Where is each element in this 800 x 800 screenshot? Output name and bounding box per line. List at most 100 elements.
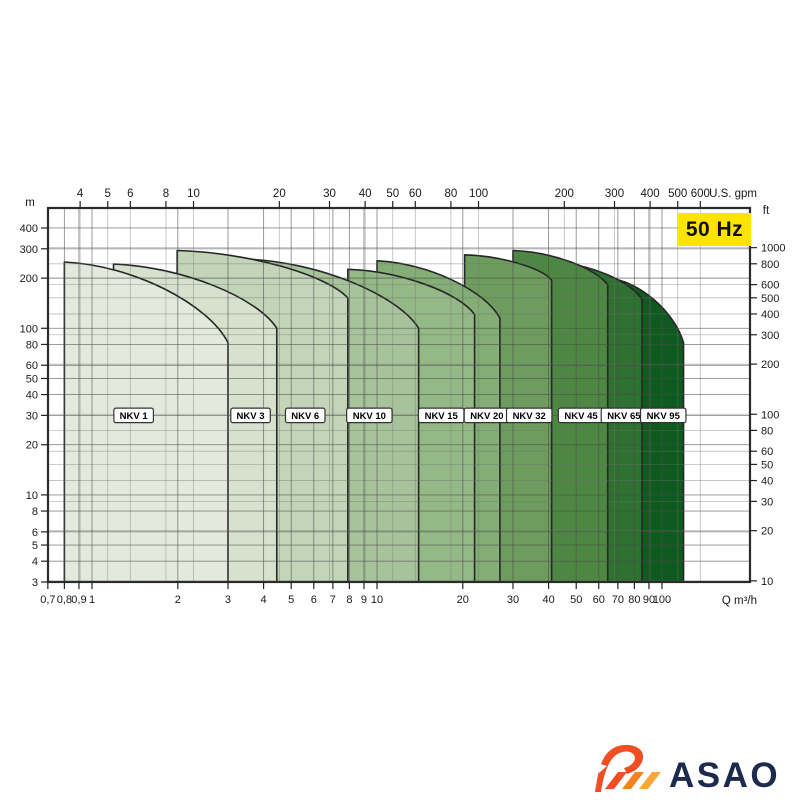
- tick-label: 200: [20, 273, 38, 285]
- tick-label: 500: [668, 188, 687, 200]
- tick-label: 400: [641, 188, 660, 200]
- tick-label: 80: [628, 594, 640, 606]
- tick-label: 100: [653, 594, 671, 606]
- pump-label-nkv-95: NKV 95: [647, 411, 681, 422]
- tick-label: 1000: [761, 243, 785, 255]
- tick-label: 6: [311, 594, 317, 606]
- tick-label: 100: [761, 409, 779, 421]
- tick-label: 500: [761, 293, 779, 305]
- tick-label: 300: [761, 330, 779, 342]
- tick-label: 400: [20, 223, 38, 235]
- left-axis-unit: m: [25, 197, 35, 209]
- tick-label: 2: [175, 594, 181, 606]
- tick-label: 50: [26, 373, 38, 385]
- tick-label: 200: [761, 359, 779, 371]
- tick-label: 4: [32, 556, 38, 568]
- tick-label: 4: [261, 594, 267, 606]
- tick-label: 50: [386, 188, 399, 200]
- tick-label: 30: [761, 496, 773, 508]
- pump-label-box: [230, 407, 271, 424]
- pump-label-nkv-10: NKV 10: [353, 411, 386, 422]
- tick-label: 10: [187, 188, 200, 200]
- tick-label: 40: [761, 476, 773, 488]
- tick-label: 100: [20, 323, 38, 335]
- tick-label: 10: [371, 594, 383, 606]
- pump-label-nkv-20: NKV 20: [470, 411, 503, 422]
- pump-label-nkv-32: NKV 32: [513, 411, 546, 422]
- tick-label: 30: [26, 410, 38, 422]
- logo-wordmark: ASAO: [669, 756, 781, 795]
- tick-label: 90: [643, 594, 655, 606]
- tick-label: 8: [163, 188, 169, 200]
- tick-label: 60: [761, 446, 773, 458]
- tick-label: 10: [761, 576, 773, 588]
- pump-label-nkv-45: NKV 45: [564, 411, 598, 422]
- tick-label: 5: [105, 188, 111, 200]
- pump-label-box: [505, 407, 553, 424]
- bottom-axis-unit: Q m³/h: [722, 595, 757, 607]
- tick-label: 10: [26, 490, 38, 502]
- pump-label-box: [346, 407, 393, 424]
- tick-label: 8: [32, 506, 38, 518]
- pump-label-nkv-3: NKV 3: [237, 411, 265, 422]
- pump-label-nkv-1: NKV 1: [120, 411, 149, 422]
- frequency-badge-label: 50 Hz: [685, 217, 744, 241]
- tick-label: 100: [469, 188, 488, 200]
- tick-label: 8: [346, 594, 352, 606]
- top-axis-unit: U.S. gpm: [709, 188, 757, 200]
- tick-label: 600: [761, 280, 779, 292]
- tick-label: 1: [89, 594, 95, 606]
- tick-label: 50: [761, 459, 773, 471]
- tick-label: 60: [409, 188, 422, 200]
- tick-label: 60: [593, 594, 605, 606]
- pump-label-box: [639, 407, 687, 424]
- tick-label: 3: [32, 577, 38, 589]
- axis-labels: 4 5 6 8 10 20 30 40 50 60 80 100 200 300 400 500 600 U.S.…: [20, 188, 786, 607]
- tick-label: 5: [32, 540, 38, 552]
- logo-stripe-2: [622, 772, 644, 789]
- tick-label: 80: [445, 188, 458, 200]
- tick-label: 0,7: [40, 594, 55, 606]
- pump-label-nkv-15: NKV 15: [425, 411, 459, 422]
- tick-label: 30: [323, 188, 336, 200]
- pump-label-nkv-65: NKV 65: [607, 411, 641, 422]
- tick-label: 3: [225, 594, 231, 606]
- tick-label: 7: [330, 594, 336, 606]
- frequency-badge: 50 Hz: [678, 213, 751, 246]
- tick-label: 9: [361, 594, 367, 606]
- right-axis-unit: ft: [763, 205, 770, 217]
- tick-label: 80: [761, 425, 773, 437]
- logo-stripe-1: [605, 772, 627, 789]
- tick-label: 60: [26, 360, 38, 372]
- tick-label: 800: [761, 259, 779, 271]
- tick-label: 70: [612, 594, 624, 606]
- logo-stripe-3: [639, 772, 661, 789]
- tick-label: 0,8: [57, 594, 72, 606]
- pump-label-box: [284, 407, 326, 424]
- pump-label-box: [113, 407, 154, 424]
- tick-label: 40: [26, 390, 38, 402]
- tick-label: 20: [457, 594, 469, 606]
- tick-label: 40: [359, 188, 372, 200]
- tick-label: 6: [127, 188, 133, 200]
- tick-label: 5: [288, 594, 294, 606]
- logo-swan-icon: [595, 744, 661, 792]
- pump-labels: NKV 1 NKV 3 NKV 6 NKV 10 NKV 15 NKV 20 NKV 32 N…: [113, 407, 687, 424]
- logo: ASAO: [589, 741, 780, 795]
- tick-label: 0,9: [71, 594, 86, 606]
- tick-label: 400: [761, 309, 779, 321]
- tick-label: 300: [605, 188, 624, 200]
- tick-label: 40: [542, 594, 554, 606]
- logo-swan-neck: [595, 744, 644, 792]
- tick-label: 600: [691, 188, 710, 200]
- pump-label-nkv-6: NKV 6: [291, 411, 319, 422]
- tick-label: 20: [761, 526, 773, 538]
- tick-label: 300: [20, 244, 38, 256]
- envelopes: [63, 249, 685, 583]
- tick-label: 6: [32, 527, 38, 539]
- logo-swan-beak: [597, 763, 607, 773]
- tick-label: 200: [555, 188, 574, 200]
- tick-label: 30: [507, 594, 519, 606]
